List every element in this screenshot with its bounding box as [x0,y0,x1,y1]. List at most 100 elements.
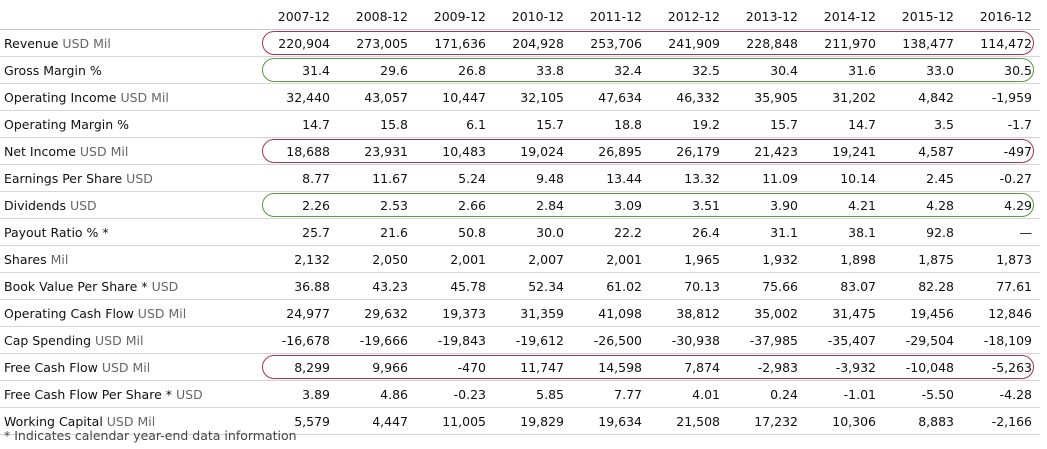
value-cell: 7.77 [572,380,650,408]
value-cell: -26,500 [572,326,650,354]
value-cell: 138,477 [884,29,962,57]
value-cell: 23,931 [338,137,416,165]
value-cell: 26.8 [416,56,494,84]
value-cell: 31.6 [806,56,884,84]
value-cell: 13.32 [650,164,728,192]
value-cell: 32.4 [572,56,650,84]
value-cell: 33.8 [494,56,572,84]
value-cell: 31.4 [260,56,338,84]
value-cell: 4,587 [884,137,962,165]
value-cell: 273,005 [338,29,416,57]
value-cell: 12,846 [962,299,1040,327]
value-cell: 32,440 [260,83,338,111]
row-label: Net Income USD Mil [0,137,260,165]
value-cell: 82.28 [884,272,962,300]
value-cell: 30.0 [494,218,572,246]
row-label-text: Operating Margin % [4,116,130,132]
value-cell: 35,905 [728,83,806,111]
value-cell: 41,098 [572,299,650,327]
value-cell: 4,447 [338,407,416,435]
table-row: Free Cash Flow Per Share * USD 3.89 4.86 -0… [0,380,1040,408]
value-cell: 33.0 [884,56,962,84]
value-cell: 5.85 [494,380,572,408]
value-cell: 14.7 [260,110,338,138]
value-cell: 5.24 [416,164,494,192]
table-row: Gross Margin % 31.4 29.6 26.8 33.8 32.4 32.5 3… [0,56,1040,84]
value-cell: -5,263 [962,353,1040,381]
value-cell: 77.61 [962,272,1040,300]
value-cell: 211,970 [806,29,884,57]
table-row: Earnings Per Share USD 8.77 11.67 5.24 9.48 1… [0,164,1040,192]
value-cell: 14.7 [806,110,884,138]
value-cell: 19,373 [416,299,494,327]
value-cell: 15.7 [494,110,572,138]
value-cell: 21,423 [728,137,806,165]
value-cell: 4,842 [884,83,962,111]
row-label: Operating Income USD Mil [0,83,260,111]
value-cell: 10.14 [806,164,884,192]
value-cell: -5.50 [884,380,962,408]
row-label-text: Revenue [4,35,59,51]
value-cell: 4.86 [338,380,416,408]
value-cell: 19,634 [572,407,650,435]
value-cell: 83.07 [806,272,884,300]
table-row: Operating Income USD Mil 32,440 43,057 10,4… [0,83,1040,111]
value-cell: 14,598 [572,353,650,381]
value-cell: -30,938 [650,326,728,354]
value-cell: — [962,218,1040,246]
row-unit: USD [69,197,97,213]
table-row: Payout Ratio % * 25.7 21.6 50.8 30.0 22.2 26.… [0,218,1040,246]
row-unit: USD [151,278,179,294]
row-label-text: Net Income [4,143,76,159]
value-cell: 61.02 [572,272,650,300]
row-label-text: Free Cash Flow [4,359,98,375]
row-unit: USD [126,170,153,186]
value-cell: 38,812 [650,299,728,327]
financials-table: 2007-12 2008-12 2009-12 2010-12 2011-12 … [0,3,1040,435]
value-cell: 11,005 [416,407,494,435]
value-cell: 43,057 [338,83,416,111]
value-cell: 0.24 [728,380,806,408]
row-label: Operating Margin % [0,110,260,138]
value-cell: 45.78 [416,272,494,300]
value-cell: 8,883 [884,407,962,435]
value-cell: 10,483 [416,137,494,165]
header-label-cell [0,3,260,30]
value-cell: 18.8 [572,110,650,138]
value-cell: 2,007 [494,245,572,273]
value-cell: 3.09 [572,191,650,219]
value-cell: 1,873 [962,245,1040,273]
year-header: 2008-12 [338,3,416,30]
value-cell: 2,001 [416,245,494,273]
value-cell: 15.7 [728,110,806,138]
value-cell: 3.5 [884,110,962,138]
value-cell: 21.6 [338,218,416,246]
row-label-text: Book Value Per Share * [4,278,148,294]
value-cell: 4.28 [884,191,962,219]
value-cell: -1.01 [806,380,884,408]
value-cell: 43.23 [338,272,416,300]
value-cell: -2,983 [728,353,806,381]
row-label-text: Cap Spending [4,332,92,348]
row-unit: USD Mil [95,332,144,348]
value-cell: 26,895 [572,137,650,165]
value-cell: 11.09 [728,164,806,192]
value-cell: 3.90 [728,191,806,219]
value-cell: 52.34 [494,272,572,300]
value-cell: 13.44 [572,164,650,192]
value-cell: -19,666 [338,326,416,354]
value-cell: 204,928 [494,29,572,57]
value-cell: 2.84 [494,191,572,219]
value-cell: 30.5 [962,56,1040,84]
row-label: Revenue USD Mil [0,29,260,57]
value-cell: -37,985 [728,326,806,354]
value-cell: 18,688 [260,137,338,165]
value-cell: 10,306 [806,407,884,435]
value-cell: 171,636 [416,29,494,57]
row-label: Gross Margin % [0,56,260,84]
value-cell: -4.28 [962,380,1040,408]
value-cell: -18,109 [962,326,1040,354]
value-cell: 46,332 [650,83,728,111]
row-label: Free Cash Flow USD Mil [0,353,260,381]
value-cell: 19,456 [884,299,962,327]
